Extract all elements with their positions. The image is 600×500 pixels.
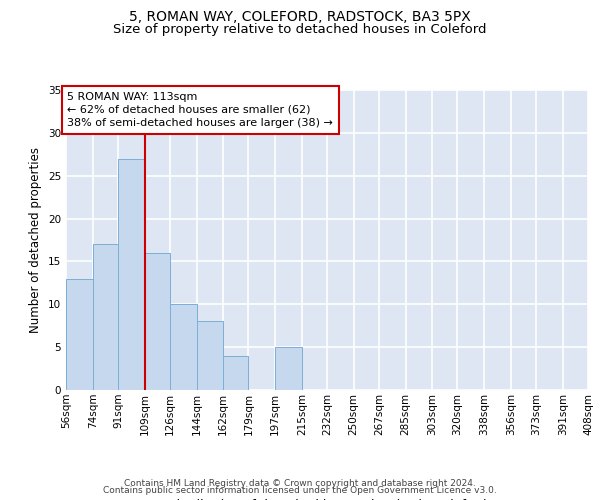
Text: Contains public sector information licensed under the Open Government Licence v3: Contains public sector information licen… — [103, 486, 497, 495]
Bar — [275, 347, 302, 390]
Bar — [197, 322, 223, 390]
Bar — [223, 356, 248, 390]
Bar — [118, 158, 145, 390]
X-axis label: Distribution of detached houses by size in Coleford: Distribution of detached houses by size … — [167, 499, 487, 500]
Bar — [170, 304, 197, 390]
Text: Contains HM Land Registry data © Crown copyright and database right 2024.: Contains HM Land Registry data © Crown c… — [124, 478, 476, 488]
Bar — [92, 244, 118, 390]
Text: 5 ROMAN WAY: 113sqm
← 62% of detached houses are smaller (62)
38% of semi-detach: 5 ROMAN WAY: 113sqm ← 62% of detached ho… — [67, 92, 334, 128]
Text: 5, ROMAN WAY, COLEFORD, RADSTOCK, BA3 5PX: 5, ROMAN WAY, COLEFORD, RADSTOCK, BA3 5P… — [129, 10, 471, 24]
Bar — [66, 278, 92, 390]
Bar — [145, 253, 170, 390]
Y-axis label: Number of detached properties: Number of detached properties — [29, 147, 43, 333]
Text: Size of property relative to detached houses in Coleford: Size of property relative to detached ho… — [113, 22, 487, 36]
